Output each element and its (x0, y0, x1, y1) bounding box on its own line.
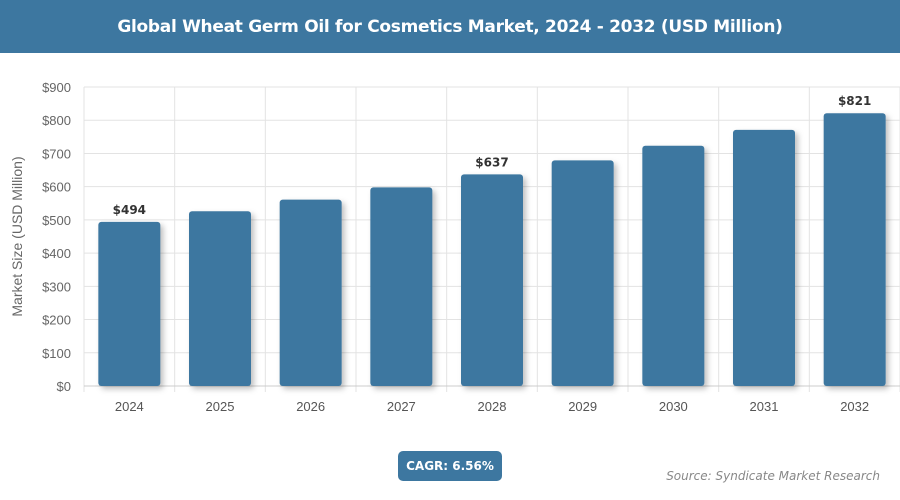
x-tick-label: 2024 (115, 399, 144, 414)
y-tick-label: $0 (57, 379, 71, 394)
y-tick-label: $200 (42, 313, 71, 328)
y-tick-label: $700 (42, 146, 71, 161)
y-axis-title: Market Size (USD Million) (9, 156, 25, 316)
x-tick-label: 2028 (478, 399, 507, 414)
x-tick-label: 2030 (659, 399, 688, 414)
y-tick-label: $300 (42, 279, 71, 294)
x-tick-label: 2026 (296, 399, 325, 414)
y-tick-label: $400 (42, 246, 71, 261)
x-tick-label: 2027 (387, 399, 416, 414)
data-label: $637 (475, 155, 508, 169)
data-label: $821 (838, 94, 871, 108)
bar (642, 145, 705, 386)
bar (551, 160, 614, 386)
data-label: $494 (113, 203, 146, 217)
bar (279, 199, 342, 386)
bar (461, 174, 523, 386)
x-tick-label: 2031 (750, 399, 779, 414)
x-tick-label: 2025 (206, 399, 235, 414)
x-tick-label: 2029 (568, 399, 597, 414)
y-tick-label: $500 (42, 213, 71, 228)
bar (189, 211, 251, 386)
y-tick-label: $600 (42, 180, 71, 195)
chart-title: Global Wheat Germ Oil for Cosmetics Mark… (0, 0, 900, 53)
bar (733, 129, 795, 386)
bar (370, 187, 433, 386)
source-note: Source: Syndicate Market Research (666, 469, 880, 483)
y-tick-label: $800 (42, 113, 71, 128)
y-tick-label: $900 (42, 80, 71, 95)
x-tick-label: 2032 (840, 399, 869, 414)
bar (823, 113, 886, 387)
y-tick-label: $100 (42, 346, 71, 361)
bar (98, 221, 161, 386)
cagr-badge: CAGR: 6.56% (398, 451, 502, 481)
